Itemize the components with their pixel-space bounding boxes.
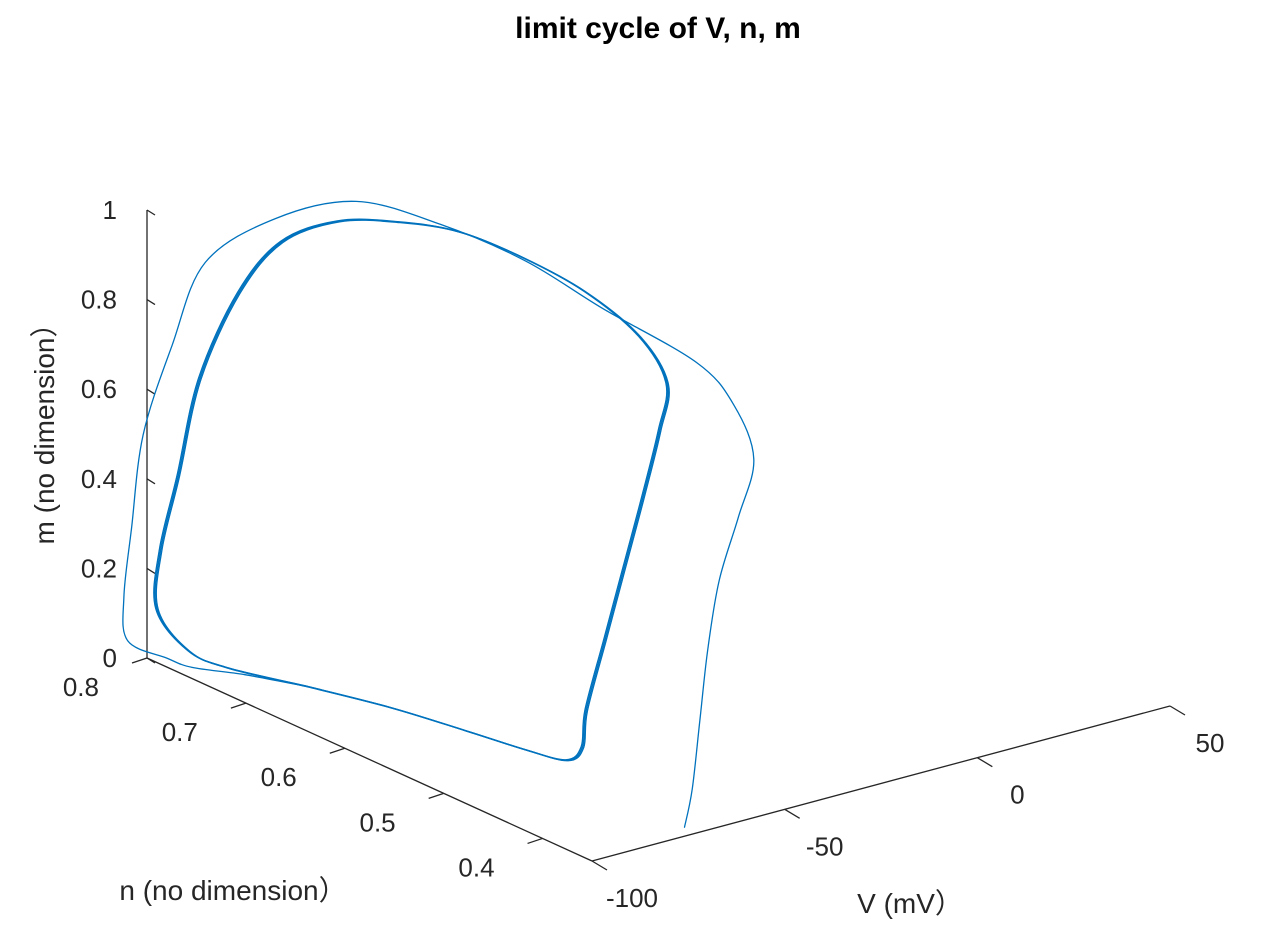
- z-tick-mark: [146, 478, 156, 485]
- x-tick-label: -100: [606, 883, 658, 913]
- z-tick-mark: [146, 299, 156, 306]
- x-tick-mark: [784, 808, 801, 819]
- x-axis-line: [591, 705, 1171, 862]
- y-axis-label: n (no dimension）: [119, 875, 346, 906]
- y-tick-label: 0.4: [458, 852, 494, 882]
- y-tick-label: 0.7: [162, 717, 198, 747]
- z-tick-mark: [146, 388, 156, 395]
- z-tick-label: 0.6: [81, 374, 117, 404]
- z-tick-mark: [146, 657, 156, 664]
- z-tick-label: 0.2: [81, 553, 117, 583]
- y-tick-mark: [230, 702, 247, 709]
- y-tick-label: 0.6: [261, 762, 297, 792]
- transient-trajectory-line: [122, 200, 755, 828]
- x-tick-label: 0: [1010, 780, 1024, 810]
- y-tick-label: 0.5: [360, 807, 396, 837]
- y-axis-line: [146, 657, 593, 862]
- y-tick-mark: [428, 792, 444, 799]
- z-tick-label: 0.4: [81, 464, 117, 494]
- y-tick-mark: [131, 657, 148, 664]
- x-tick-label: 50: [1196, 728, 1225, 758]
- x-tick-mark: [591, 860, 608, 871]
- z-axis-label: m (no dimension）: [29, 310, 60, 545]
- limit-cycle-line: [153, 218, 668, 761]
- z-tick-label: 1: [103, 195, 117, 225]
- trajectory-curves: [122, 200, 755, 828]
- y-tick-label: 0.8: [63, 672, 99, 702]
- y-tick-mark: [329, 747, 345, 754]
- x-tick-mark: [976, 757, 993, 768]
- z-tick-label: 0.8: [81, 285, 117, 315]
- y-tick-mark: [527, 837, 543, 845]
- z-tick-label: 0: [103, 643, 117, 673]
- chart-title: limit cycle of V, n, m: [515, 12, 801, 45]
- x-axis-label: V (mV）: [857, 888, 963, 919]
- z-tick-mark: [146, 209, 156, 216]
- z-tick-mark: [146, 567, 156, 574]
- x-tick-mark: [1169, 705, 1186, 716]
- x-tick-label: -50: [806, 831, 844, 861]
